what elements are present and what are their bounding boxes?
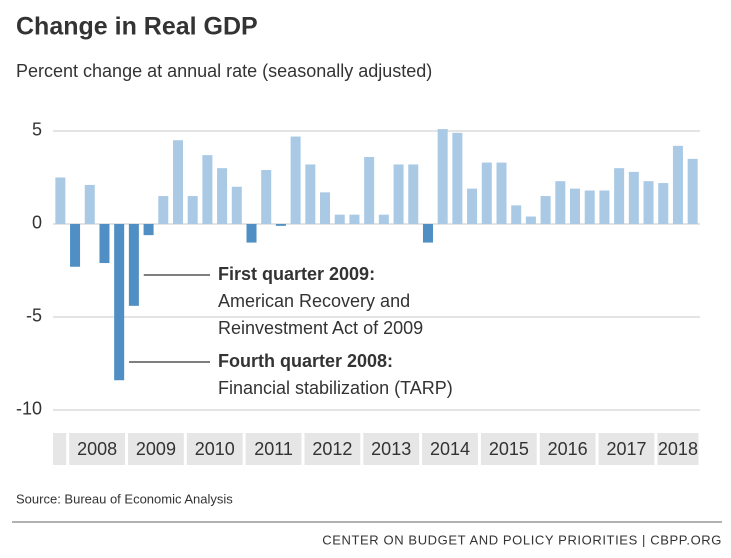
x-tick-label: 2016 — [548, 439, 588, 459]
bar — [540, 196, 551, 224]
bar — [172, 140, 183, 224]
bar — [114, 223, 125, 381]
bar — [334, 214, 345, 224]
bar — [143, 223, 154, 236]
x-tick-label: 2008 — [77, 439, 117, 459]
footer: CENTER ON BUDGET AND POLICY PRIORITIES |… — [322, 532, 722, 547]
bar — [687, 158, 698, 224]
bar — [437, 129, 448, 224]
y-tick-label: -10 — [16, 399, 42, 419]
y-tick-label: 5 — [32, 120, 42, 140]
year-cell — [598, 433, 655, 465]
x-tick-label: 2012 — [312, 439, 352, 459]
bar — [525, 216, 536, 224]
bar — [320, 192, 331, 224]
y-tick-label: 0 — [32, 213, 42, 233]
bar — [584, 190, 595, 224]
bar — [481, 162, 492, 224]
annotation-text: American Recovery and — [218, 291, 410, 311]
annotation-text: Reinvestment Act of 2009 — [218, 318, 423, 338]
year-cell — [69, 433, 126, 465]
bar — [246, 223, 257, 243]
x-tick-label: 2014 — [430, 439, 470, 459]
year-cell — [245, 433, 302, 465]
bar — [452, 132, 463, 224]
x-tick-label: 2017 — [606, 439, 646, 459]
bar — [70, 223, 81, 267]
x-tick-label: 2009 — [136, 439, 176, 459]
annotation-heading: Fourth quarter 2008: — [218, 351, 393, 371]
source: Source: Bureau of Economic Analysis — [16, 491, 233, 506]
bar — [378, 214, 389, 224]
bar — [349, 214, 360, 224]
bar — [496, 162, 507, 224]
bar — [555, 181, 566, 224]
x-tick-label: 2015 — [489, 439, 529, 459]
bar — [202, 155, 213, 224]
chart-subtitle: Percent change at annual rate (seasonall… — [16, 61, 432, 81]
bar — [393, 164, 404, 224]
bar — [511, 205, 522, 224]
x-tick-label: 2010 — [195, 439, 235, 459]
bar — [158, 196, 169, 224]
bar — [128, 223, 139, 306]
bar — [187, 196, 198, 224]
bar — [84, 184, 95, 224]
bar — [672, 145, 683, 224]
bar — [217, 168, 228, 224]
year-cell — [128, 433, 184, 465]
year-cell — [186, 433, 243, 465]
bar — [261, 170, 272, 224]
bar — [275, 223, 286, 226]
bar — [364, 157, 375, 224]
year-cell — [539, 433, 596, 465]
bar — [614, 168, 625, 224]
year-cell — [422, 433, 478, 465]
bar — [422, 223, 433, 243]
x-tick-label: 2013 — [371, 439, 411, 459]
bar — [408, 164, 419, 224]
bar — [305, 164, 316, 224]
bar — [99, 223, 110, 264]
bar — [570, 188, 581, 224]
year-cell — [480, 433, 537, 465]
year-cell — [657, 433, 699, 465]
x-tick-label: 2018 — [658, 439, 698, 459]
y-tick-label: -5 — [26, 306, 42, 326]
bar — [643, 181, 654, 224]
bar — [55, 177, 66, 224]
annotation-heading: First quarter 2009: — [218, 264, 375, 284]
year-cell — [363, 433, 420, 465]
year-cell — [53, 433, 67, 465]
bar — [658, 183, 669, 224]
x-tick-label: 2011 — [254, 439, 293, 459]
bar — [467, 188, 478, 224]
bar — [231, 186, 242, 224]
annotation-text: Financial stabilization (TARP) — [218, 378, 453, 398]
bar — [628, 171, 639, 224]
bar — [290, 136, 301, 224]
bar — [599, 190, 610, 224]
year-cell — [304, 433, 361, 465]
chart-title: Change in Real GDP — [16, 13, 258, 41]
